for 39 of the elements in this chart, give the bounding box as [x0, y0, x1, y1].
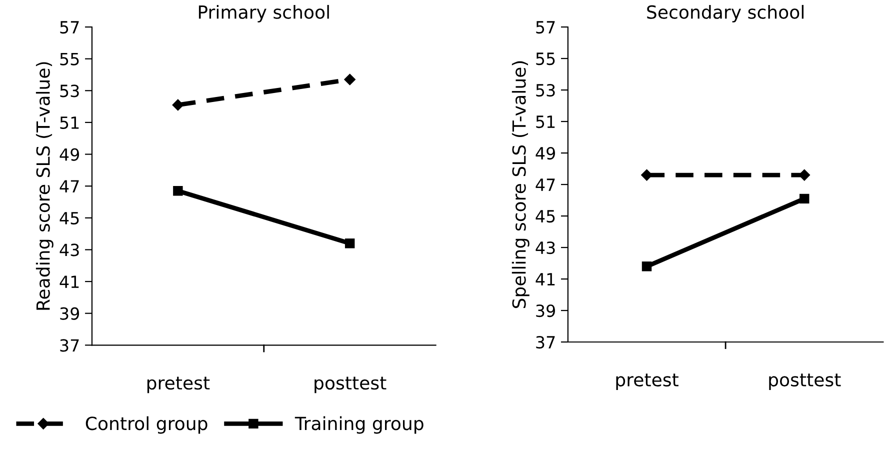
legend-label: Control group — [86, 416, 208, 434]
y-axis-title: Spelling score SLS (T-value) — [512, 61, 530, 308]
y-tick-label: 45 — [536, 210, 555, 223]
y-tick-label: 37 — [536, 336, 555, 349]
point — [172, 99, 184, 111]
y-tick-label: 39 — [60, 307, 79, 320]
x-tick-label: pretest — [147, 376, 210, 394]
y-tick-label: 47 — [60, 180, 79, 192]
y-tick-label: 39 — [536, 304, 555, 318]
y-axis-title: Reading score SLS (T-value) — [36, 62, 54, 310]
x-tick-label: posttest — [314, 376, 386, 394]
y-tick-label: 57 — [536, 21, 555, 34]
legend-label: Training group — [294, 416, 424, 434]
point — [173, 186, 183, 196]
point — [344, 238, 355, 248]
y-tick-label: 41 — [536, 273, 555, 286]
point — [642, 262, 652, 272]
chart-title: Primary school — [198, 4, 329, 22]
y-tick-label: 55 — [60, 52, 79, 66]
y-tick-label: 45 — [60, 212, 79, 224]
x-tick-label: pretest — [616, 374, 678, 390]
chart-title: Secondary school — [647, 4, 804, 22]
y-tick-label: 47 — [536, 178, 555, 191]
y-tick-label: 43 — [60, 244, 79, 256]
y-tick-label: 37 — [60, 339, 79, 352]
y-tick-label: 51 — [60, 116, 79, 130]
y-tick-label: 49 — [536, 146, 555, 160]
y-tick-label: 51 — [536, 116, 555, 128]
y-tick-label: 53 — [60, 84, 79, 98]
point — [344, 74, 356, 86]
point — [641, 169, 652, 181]
y-tick-label: 41 — [60, 276, 79, 288]
y-tick-label: 57 — [60, 21, 79, 34]
point — [800, 194, 810, 204]
y-tick-label: 49 — [60, 148, 79, 161]
y-tick-label: 53 — [536, 84, 555, 97]
y-tick-label: 55 — [536, 52, 555, 66]
x-tick-label: posttest — [769, 374, 841, 390]
y-tick-label: 43 — [536, 241, 555, 254]
